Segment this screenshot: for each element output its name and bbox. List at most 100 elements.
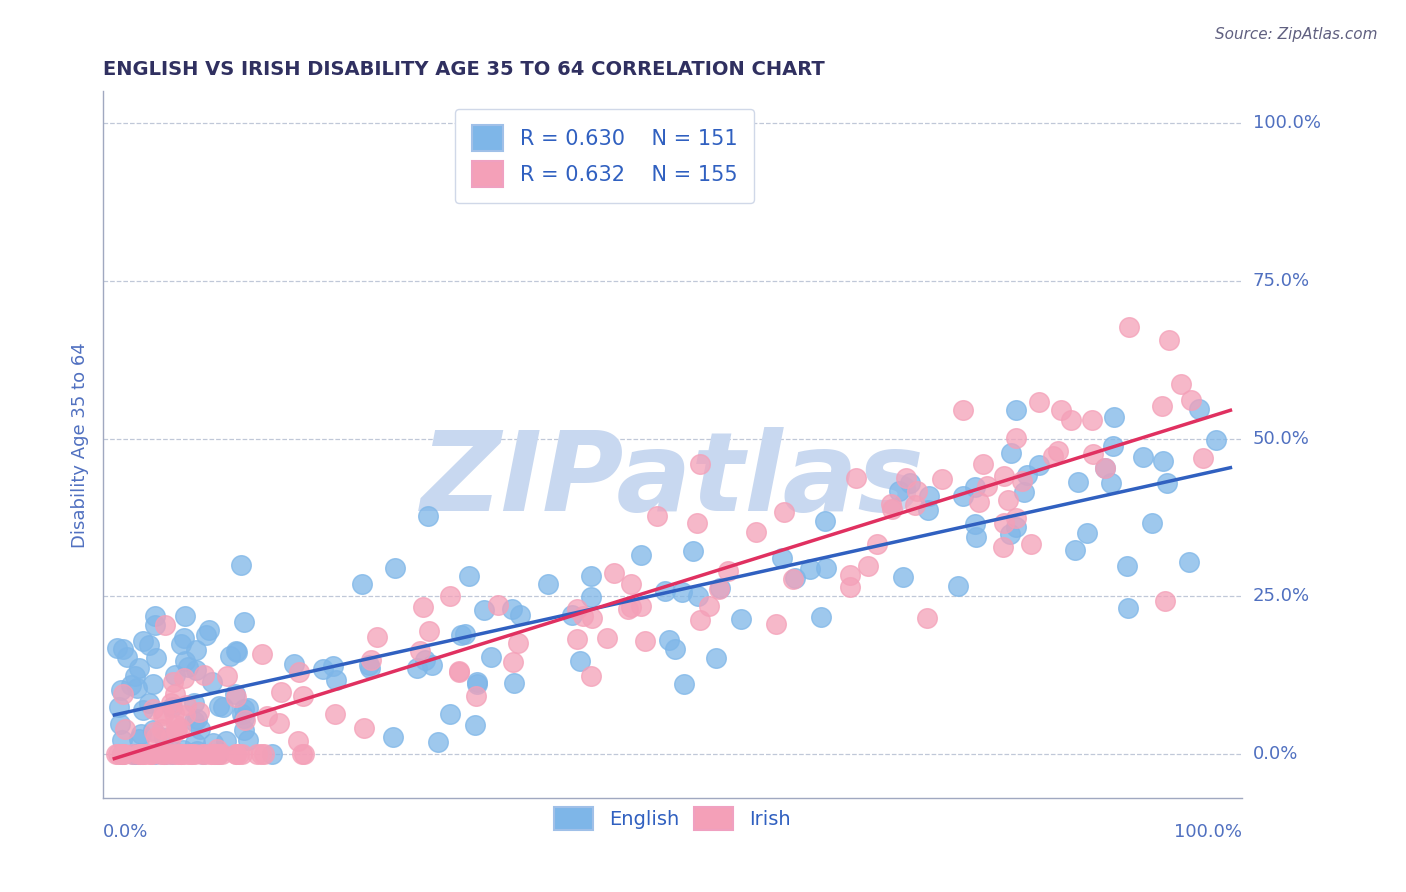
Point [963, 516, 986, 531]
Point [856, 558, 879, 573]
Point [506, 636, 529, 650]
Point [1017, 468, 1039, 483]
Point [765, 616, 787, 631]
Point [232, 711, 254, 725]
Point [1004, 403, 1026, 417]
Point [107, 747, 129, 762]
Point [162, 744, 184, 758]
Point [250, 647, 273, 661]
Point [172, 743, 194, 757]
Point [686, 589, 709, 603]
Point [465, 689, 488, 703]
Point [173, 631, 195, 645]
Point [384, 560, 406, 574]
Point [1191, 450, 1213, 465]
Point [170, 747, 193, 762]
Point [127, 681, 149, 695]
Point [256, 709, 278, 723]
Point [174, 608, 197, 623]
Point [111, 733, 134, 747]
Point [200, 747, 222, 762]
Point [141, 747, 163, 762]
Point [292, 689, 315, 703]
Point [129, 726, 152, 740]
Point [207, 742, 229, 756]
Point [965, 479, 987, 493]
Point [162, 706, 184, 720]
Point [207, 747, 229, 762]
Point [176, 660, 198, 674]
Point [991, 540, 1014, 554]
Point [111, 747, 134, 762]
Point [686, 516, 709, 531]
Point [198, 623, 221, 637]
Point [225, 690, 247, 704]
Point [537, 577, 560, 591]
Point [169, 721, 191, 735]
Point [993, 516, 1015, 530]
Point [322, 659, 344, 673]
Point [420, 657, 443, 672]
Point [233, 723, 256, 738]
Point [160, 696, 183, 710]
Point [127, 747, 149, 762]
Point [153, 731, 176, 745]
Point [898, 476, 921, 491]
Point [645, 509, 668, 524]
Point [730, 612, 752, 626]
Point [160, 747, 183, 762]
Point [246, 747, 269, 762]
Point [617, 602, 640, 616]
Point [503, 675, 526, 690]
Point [188, 722, 211, 736]
Point [682, 543, 704, 558]
Point [173, 654, 195, 668]
Point [194, 628, 217, 642]
Point [138, 638, 160, 652]
Point [141, 747, 163, 762]
Point [814, 561, 837, 575]
Point [143, 747, 166, 762]
Point [634, 633, 657, 648]
Point [952, 489, 974, 503]
Point [472, 603, 495, 617]
Y-axis label: Disability Age 35 to 64: Disability Age 35 to 64 [72, 342, 89, 548]
Point [165, 718, 187, 732]
Point [501, 602, 523, 616]
Point [1060, 413, 1083, 427]
Point [112, 747, 135, 762]
Point [186, 713, 208, 727]
Point [454, 627, 477, 641]
Point [173, 671, 195, 685]
Point [1159, 334, 1181, 348]
Point [572, 609, 595, 624]
Point [717, 564, 740, 578]
Point [1152, 454, 1174, 468]
Point [122, 747, 145, 762]
Point [152, 747, 174, 762]
Point [967, 495, 990, 509]
Point [353, 721, 375, 735]
Point [1099, 476, 1122, 491]
Point [664, 642, 686, 657]
Point [287, 734, 309, 748]
Point [707, 582, 730, 596]
Point [467, 675, 489, 690]
Point [200, 747, 222, 762]
Point [630, 599, 652, 613]
Point [186, 663, 208, 677]
Point [219, 649, 242, 664]
Point [581, 568, 603, 582]
Point [120, 678, 142, 692]
Point [1094, 461, 1116, 475]
Point [658, 633, 681, 648]
Point [117, 649, 139, 664]
Point [783, 571, 806, 585]
Point [174, 707, 197, 722]
Point [1028, 394, 1050, 409]
Point [183, 714, 205, 728]
Point [208, 698, 231, 713]
Point [143, 617, 166, 632]
Point [1104, 410, 1126, 425]
Point [1118, 320, 1140, 334]
